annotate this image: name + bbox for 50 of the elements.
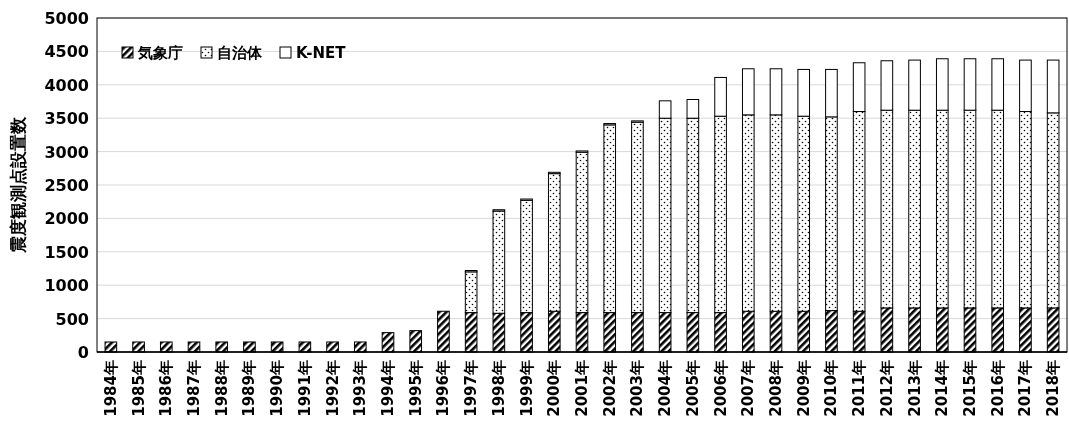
x-tick-label: 2002年 — [600, 360, 619, 417]
x-tick-label: 2008年 — [767, 360, 785, 417]
y-tick-label: 2500 — [44, 176, 89, 195]
y-tick-label: 5000 — [44, 9, 89, 28]
y-tick-label: 1000 — [44, 276, 89, 296]
x-tick-label: 2012年 — [877, 360, 896, 417]
y-tick-label: 4000 — [44, 75, 89, 95]
x-tick-label: 1998年 — [489, 360, 508, 417]
x-tick-label: 2013年 — [905, 360, 924, 417]
x-tick-label: 1999年 — [517, 360, 536, 417]
x-tick-label: 2016年 — [988, 360, 1007, 417]
x-tick-label: 2011年 — [850, 360, 869, 417]
x-tick-label: 2017年 — [1016, 360, 1035, 417]
y-tick-label: 2000 — [44, 209, 89, 229]
x-tick-label: 2014年 — [933, 360, 952, 417]
y-tick-label: 1500 — [44, 242, 89, 262]
x-tick-label: 2005年 — [683, 360, 702, 417]
x-tick-label: 2007年 — [739, 360, 758, 417]
x-tick-label: 1993年 — [351, 360, 370, 417]
x-tick-label: 1987年 — [185, 360, 203, 417]
x-tick-label: 1994年 — [379, 360, 397, 417]
y-tick-label: 3000 — [44, 142, 89, 162]
x-tick-label: 1985年 — [129, 360, 148, 417]
legend-label: 自治体 — [217, 44, 263, 62]
y-tick-label: 4500 — [44, 42, 89, 62]
x-tick-label: 2009年 — [794, 360, 813, 417]
y-tick-label: 3500 — [44, 109, 89, 129]
x-tick-label: 2006年 — [711, 360, 730, 417]
x-tick-label: 2004年 — [656, 360, 675, 417]
x-tick-label: 1984年 — [101, 360, 120, 417]
x-tick-label: 1989年 — [240, 360, 259, 417]
x-tick-label: 1988年 — [212, 360, 231, 417]
y-tick-label: 0 — [77, 343, 89, 362]
x-tick-label: 1996年 — [434, 360, 453, 417]
x-tick-label: 1986年 — [157, 360, 176, 417]
x-tick-label: 1990年 — [268, 360, 287, 417]
x-tick-label: 1995年 — [406, 360, 425, 417]
legend-label: K-NET — [296, 44, 347, 62]
x-tick-label: 1991年 — [295, 360, 314, 417]
x-tick-label: 2000年 — [545, 360, 564, 417]
x-tick-label: 2015年 — [961, 360, 979, 417]
x-tick-label: 2003年 — [628, 360, 647, 417]
x-tick-label: 2018年 — [1044, 360, 1063, 417]
y-tick-label: 500 — [55, 309, 89, 329]
x-tick-label: 2010年 — [822, 360, 841, 417]
legend-label: 気象庁 — [137, 44, 183, 62]
x-tick-label: 1992年 — [323, 360, 342, 417]
x-tick-label: 1997年 — [462, 360, 481, 417]
y-axis-title: 震度観測点設置数 — [8, 116, 28, 254]
x-tick-label: 2001年 — [573, 360, 591, 417]
